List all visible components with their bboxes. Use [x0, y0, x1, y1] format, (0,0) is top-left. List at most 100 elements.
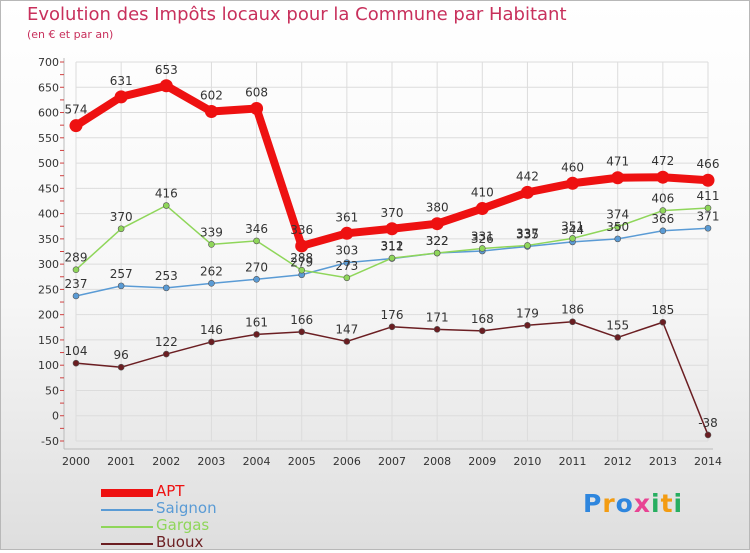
data-label-apt: 472 — [651, 154, 674, 168]
x-tick-label: 2009 — [468, 455, 496, 468]
data-label-buoux: 176 — [381, 308, 404, 322]
x-tick-label: 2008 — [423, 455, 451, 468]
data-point-buoux — [72, 359, 80, 367]
y-tick-label: 500 — [38, 157, 59, 170]
data-label-gargas: 331 — [471, 229, 494, 243]
data-label-gargas: 411 — [697, 189, 720, 203]
y-tick-label: 200 — [38, 309, 59, 322]
data-label-gargas: 288 — [290, 251, 313, 265]
brand-letter: x — [633, 489, 651, 518]
data-label-gargas: 351 — [561, 219, 584, 233]
data-label-saignon: 303 — [335, 244, 358, 258]
data-point-saignon — [659, 227, 667, 235]
data-label-gargas: 289 — [65, 251, 88, 265]
data-point-gargas — [72, 266, 80, 273]
x-tick-label: 2011 — [559, 455, 587, 468]
y-tick-label: 300 — [38, 258, 59, 271]
data-point-saignon — [72, 292, 80, 300]
data-label-buoux: 155 — [606, 318, 629, 332]
data-point-buoux — [253, 331, 260, 338]
data-label-apt: 466 — [697, 157, 720, 171]
data-point-buoux — [298, 328, 306, 336]
data-point-gargas — [117, 225, 125, 233]
data-label-gargas: 339 — [200, 225, 223, 239]
data-label-apt: 380 — [426, 201, 449, 215]
x-tick-label: 2002 — [152, 455, 180, 468]
data-label-saignon: 366 — [651, 212, 674, 226]
y-tick-label: 0 — [52, 410, 59, 423]
brand-logo: Proxiti — [583, 489, 683, 518]
data-label-apt: 361 — [335, 210, 358, 224]
data-point-apt — [250, 101, 264, 115]
legend-label: Buoux — [156, 533, 204, 551]
data-label-gargas: 346 — [245, 222, 268, 236]
data-point-buoux — [569, 318, 576, 326]
data-label-gargas: 322 — [426, 234, 449, 248]
x-tick-label: 2007 — [378, 455, 406, 468]
x-tick-label: 2012 — [604, 455, 632, 468]
data-point-gargas — [478, 245, 486, 252]
y-tick-label: 150 — [38, 334, 59, 347]
data-point-buoux — [433, 326, 441, 333]
data-point-gargas — [524, 242, 531, 249]
data-label-apt: 336 — [290, 223, 313, 237]
data-label-buoux: 96 — [114, 348, 129, 362]
data-point-apt — [69, 119, 83, 133]
data-label-saignon: 279 — [290, 256, 313, 270]
data-point-gargas — [208, 241, 215, 248]
data-label-gargas: 312 — [381, 239, 404, 253]
data-label-apt: 608 — [245, 85, 268, 99]
data-point-saignon — [162, 284, 170, 292]
data-label-buoux: 185 — [651, 303, 674, 317]
data-point-saignon — [614, 235, 622, 243]
data-label-apt: 471 — [606, 155, 629, 169]
y-tick-label: 350 — [38, 233, 59, 246]
data-point-gargas — [433, 249, 441, 257]
data-label-saignon: 371 — [697, 209, 720, 223]
data-label-buoux: 104 — [65, 344, 88, 358]
x-tick-label: 2013 — [649, 455, 677, 468]
x-tick-label: 2010 — [513, 455, 541, 468]
y-tick-label: 400 — [38, 208, 59, 221]
data-label-buoux: 171 — [426, 310, 449, 324]
y-tick-label: 600 — [38, 107, 59, 120]
data-point-apt — [204, 105, 218, 119]
y-tick-label: 700 — [38, 56, 59, 69]
data-point-gargas — [253, 237, 260, 245]
brand-letter: i — [651, 489, 661, 518]
data-point-buoux — [117, 363, 125, 371]
data-point-apt — [656, 170, 670, 184]
data-label-saignon: 262 — [200, 264, 223, 278]
data-label-buoux: 122 — [155, 335, 178, 349]
y-tick-label: 250 — [38, 283, 59, 296]
data-point-saignon — [208, 280, 215, 287]
chart-title: Evolution des Impôts locaux pour la Comm… — [27, 4, 567, 25]
data-point-apt — [520, 185, 534, 199]
y-tick-label: 50 — [45, 384, 59, 397]
data-point-saignon — [343, 259, 351, 266]
data-point-gargas — [343, 274, 351, 282]
brand-letter: r — [602, 489, 616, 518]
data-point-apt — [430, 217, 444, 231]
data-label-buoux: 161 — [245, 315, 268, 329]
chart-subtitle: (en € et par an) — [27, 28, 114, 41]
data-point-apt — [295, 239, 309, 253]
data-label-saignon: 326 — [471, 232, 494, 246]
data-label-gargas: 370 — [110, 210, 133, 224]
data-label-saignon: 257 — [110, 267, 133, 281]
y-tick-label: -50 — [41, 435, 59, 448]
data-point-saignon — [704, 224, 712, 232]
data-point-buoux — [478, 327, 486, 335]
legend-swatch — [101, 509, 153, 511]
brand-letter: i — [673, 489, 684, 518]
data-point-buoux — [659, 318, 667, 326]
data-point-apt — [566, 176, 580, 190]
legend-swatch — [101, 543, 153, 545]
data-point-gargas — [614, 223, 622, 231]
x-tick-label: 2003 — [197, 455, 225, 468]
data-point-gargas — [659, 207, 667, 214]
data-label-gargas: 374 — [606, 208, 629, 222]
data-point-gargas — [704, 204, 712, 212]
